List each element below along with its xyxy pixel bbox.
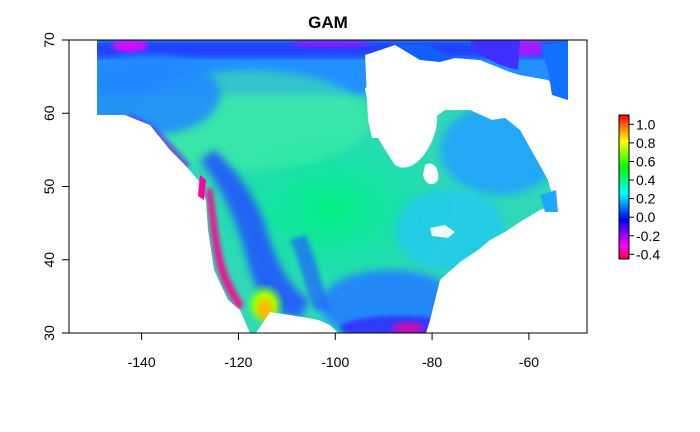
x-tick-label: -80	[422, 354, 442, 370]
y-tick-label: 60	[41, 105, 57, 121]
legend-tick-label: 0.6	[636, 153, 656, 169]
greenland-edge	[540, 42, 568, 100]
y-axis: 30 40 50 60 70	[41, 32, 69, 341]
legend-tick-label: 0.0	[636, 209, 656, 225]
arctic-band-dark	[97, 40, 568, 58]
legend-tick-label: 1.0	[636, 116, 656, 132]
front-range-zone	[290, 235, 330, 310]
pacific-coast-strip	[206, 188, 244, 310]
y-tick-label: 70	[41, 32, 57, 48]
legend-tick-label: 0.4	[636, 172, 656, 188]
arctic-spot-mid	[290, 40, 370, 48]
x-tick-label: -140	[128, 354, 156, 370]
legend-tick-label: 0.8	[636, 135, 656, 151]
vancouver-island	[198, 175, 206, 200]
x-axis: -140 -120 -100 -80 -60	[128, 333, 539, 370]
y-tick-label: 30	[41, 325, 57, 341]
great-lakes	[430, 225, 455, 238]
x-tick-label: -100	[321, 354, 349, 370]
legend-tick-label: 0.2	[636, 191, 656, 207]
rocky-mountains-zone	[200, 150, 310, 318]
alaska-zone	[97, 55, 220, 135]
florida-tip	[392, 322, 424, 333]
x-tick-label: -60	[519, 354, 539, 370]
southwest-peak	[257, 300, 273, 320]
land-surface	[97, 40, 568, 333]
color-legend: 1.0 0.8 0.6 0.4 0.2 0.0 -0.2 -0.4	[618, 114, 660, 262]
newfoundland	[540, 190, 558, 212]
labrador-zone	[440, 105, 560, 195]
legend-colorbar	[618, 114, 630, 260]
hudson-bay	[365, 84, 438, 168]
y-tick-label: 40	[41, 252, 57, 268]
arctic-spot-west	[112, 40, 148, 52]
james-bay	[423, 163, 439, 185]
legend-tick-label: -0.2	[636, 228, 660, 244]
map-raster	[97, 40, 568, 333]
legend-tick-label: -0.4	[636, 246, 660, 262]
x-tick-label: -120	[224, 354, 252, 370]
legend-ticks: 1.0 0.8 0.6 0.4 0.2 0.0 -0.2 -0.4	[629, 116, 660, 262]
arctic-island-1	[395, 45, 455, 62]
arctic-island-2	[470, 40, 520, 70]
y-tick-label: 50	[41, 179, 57, 195]
map-title: GAM	[308, 13, 348, 32]
